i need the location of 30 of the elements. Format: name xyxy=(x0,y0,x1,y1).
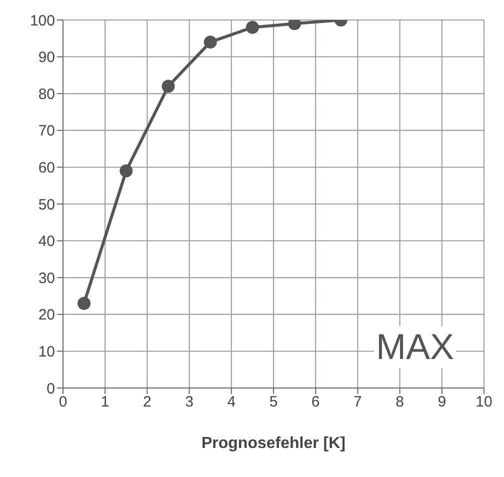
x-tick-label: 6 xyxy=(311,394,320,411)
x-tick-label: 7 xyxy=(354,394,362,411)
y-tick-label: 60 xyxy=(38,160,55,177)
point xyxy=(204,36,217,49)
y-tick-label: 80 xyxy=(38,86,55,103)
point xyxy=(288,20,302,30)
x-tick-label: 5 xyxy=(269,394,278,411)
y-tick-label: 70 xyxy=(38,122,55,140)
y-tick-label: 90 xyxy=(38,49,55,66)
x-tick-label: 1 xyxy=(100,394,110,411)
point xyxy=(246,20,259,34)
x-tick-label: 0 xyxy=(58,394,68,411)
x-tick-label: 4 xyxy=(227,394,236,411)
x-tick-label: 10 xyxy=(476,394,492,411)
x-axis-title: Prognosefehler [K] xyxy=(201,435,346,452)
x-tick-label: 9 xyxy=(438,394,446,411)
y-tick-label: 100 xyxy=(30,12,55,30)
point xyxy=(162,80,175,93)
point xyxy=(120,164,133,178)
annotation: MAX xyxy=(374,326,456,368)
y-tick-label: 30 xyxy=(38,270,55,287)
x-tick-label: 3 xyxy=(185,394,194,411)
y-tick-label: 40 xyxy=(38,233,55,250)
point xyxy=(78,296,91,310)
y-tick-label: 50 xyxy=(38,196,55,214)
x-tick-label: 8 xyxy=(396,394,404,411)
y-tick-label: 20 xyxy=(38,306,55,324)
y-tick-label: 0 xyxy=(46,380,55,398)
x-tick-label: 2 xyxy=(143,394,152,411)
y-tick-label: 10 xyxy=(38,344,55,361)
